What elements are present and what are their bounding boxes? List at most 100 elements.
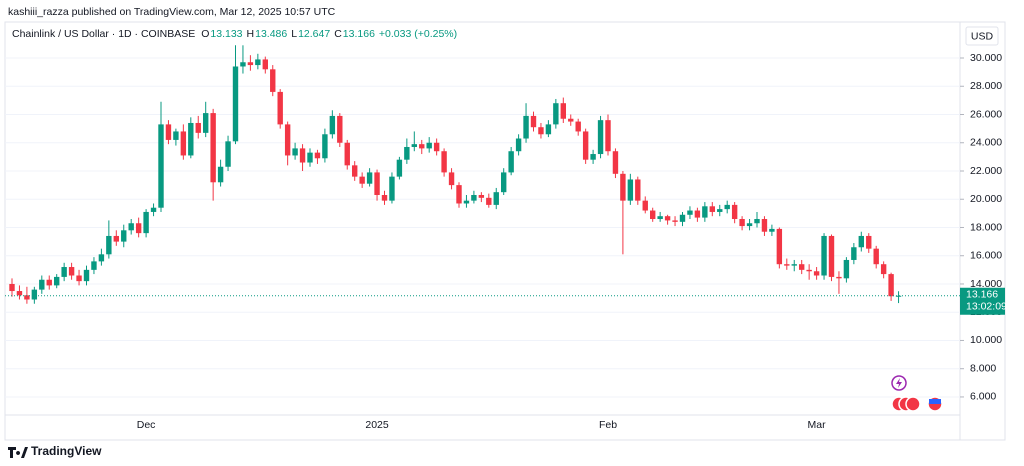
- brand: TradingView: [8, 444, 102, 458]
- ohlc-value: 13.133: [210, 28, 242, 40]
- event-icon[interactable]: [905, 396, 921, 412]
- candle-body: [106, 235, 112, 255]
- candle-body: [9, 283, 15, 292]
- x-tick-label: Dec: [137, 419, 156, 431]
- candle-body: [463, 200, 470, 204]
- candle-body: [530, 115, 537, 128]
- y-tick-label: 24.000: [970, 137, 1002, 149]
- candle-body: [121, 230, 127, 242]
- y-tick-label: 14.000: [970, 278, 1002, 290]
- candle-body: [352, 165, 358, 177]
- candle-body: [702, 206, 708, 218]
- candle-body: [46, 279, 52, 286]
- candle-body: [560, 103, 566, 119]
- ohlc-value: 13.486: [255, 28, 287, 40]
- candle-body: [545, 124, 552, 135]
- y-tick-label: 26.000: [970, 108, 1002, 120]
- candle-body: [813, 271, 820, 276]
- candle-body: [568, 118, 574, 122]
- candle-body: [627, 179, 634, 201]
- candle-body: [225, 141, 231, 167]
- candle-body: [486, 197, 492, 205]
- candle-body: [284, 124, 291, 156]
- candle-body: [247, 62, 254, 66]
- candle-body: [888, 274, 894, 297]
- candle-body: [739, 219, 745, 227]
- candle-body: [642, 200, 648, 211]
- plot: [5, 45, 960, 398]
- candle-body: [262, 59, 268, 70]
- candle-body: [731, 204, 738, 220]
- currency-label[interactable]: USD: [971, 30, 994, 42]
- x-tick-label: Feb: [599, 419, 617, 431]
- candle-body: [210, 113, 216, 183]
- candle-body: [83, 269, 90, 282]
- candle-body: [277, 91, 283, 125]
- candle-body: [54, 276, 60, 286]
- candle-body: [113, 235, 119, 242]
- candle-body: [471, 195, 477, 201]
- candle-body: [687, 210, 693, 215]
- candle-body: [858, 235, 864, 248]
- ohlc-key: H: [247, 28, 255, 40]
- candle-body: [776, 228, 783, 265]
- candle-body: [255, 59, 261, 66]
- event-icon-flag: [929, 399, 941, 404]
- candle-body: [98, 254, 105, 262]
- candle-body: [419, 144, 425, 149]
- symbol-label: Chainlink / US Dollar · 1D · COINBASE: [12, 28, 195, 40]
- chart-frame: [4, 21, 1006, 441]
- countdown-label: 13:02:09: [966, 301, 1007, 313]
- y-tick-label: 18.000: [970, 221, 1002, 233]
- candle-body: [366, 172, 373, 184]
- candle-body: [501, 172, 507, 193]
- candle-body: [828, 235, 835, 277]
- candle-body: [299, 148, 306, 163]
- candle-body: [664, 216, 671, 221]
- candle-body: [843, 259, 850, 279]
- candle-body: [836, 276, 842, 279]
- currency-box[interactable]: [965, 26, 999, 46]
- candle-body: [746, 223, 753, 227]
- candle-body: [672, 220, 678, 222]
- candle-body: [31, 289, 38, 300]
- candle-body: [761, 219, 768, 232]
- x-tick-label: Mar: [808, 419, 827, 431]
- candle-body: [523, 115, 529, 139]
- candle-body: [322, 134, 328, 159]
- candle-body: [799, 264, 805, 270]
- event-icons: [891, 375, 943, 412]
- candle-body: [203, 113, 209, 133]
- candle-body: [679, 214, 686, 222]
- candle-body: [582, 131, 589, 160]
- candle-body: [135, 223, 142, 234]
- candle-body: [620, 173, 626, 201]
- candle-body: [61, 267, 67, 277]
- candle-body: [717, 209, 723, 212]
- last-price-box: [960, 287, 1005, 315]
- candle-body: [68, 267, 75, 276]
- candle-body: [307, 152, 313, 163]
- candle-body: [150, 207, 157, 212]
- candle-body: [605, 120, 611, 152]
- candle-body: [478, 195, 485, 198]
- candle-body: [754, 219, 760, 224]
- candle-body: [337, 115, 343, 143]
- candle-body: [240, 62, 246, 67]
- y-tick-label: 6.000: [970, 391, 996, 403]
- candle-body: [657, 216, 663, 220]
- candle-body: [314, 152, 321, 159]
- candle-body: [76, 275, 82, 282]
- ohlc-key: C: [334, 28, 342, 40]
- candle-body: [590, 154, 596, 160]
- candle-body: [270, 69, 276, 92]
- y-tick-label: 30.000: [970, 52, 1002, 64]
- candle-body: [374, 172, 380, 196]
- event-icon-glyph: [896, 378, 902, 388]
- ohlc-value: 13.166: [343, 28, 375, 40]
- y-tick-label: 10.000: [970, 334, 1002, 346]
- candle-body: [784, 264, 790, 266]
- candle-body: [508, 151, 514, 173]
